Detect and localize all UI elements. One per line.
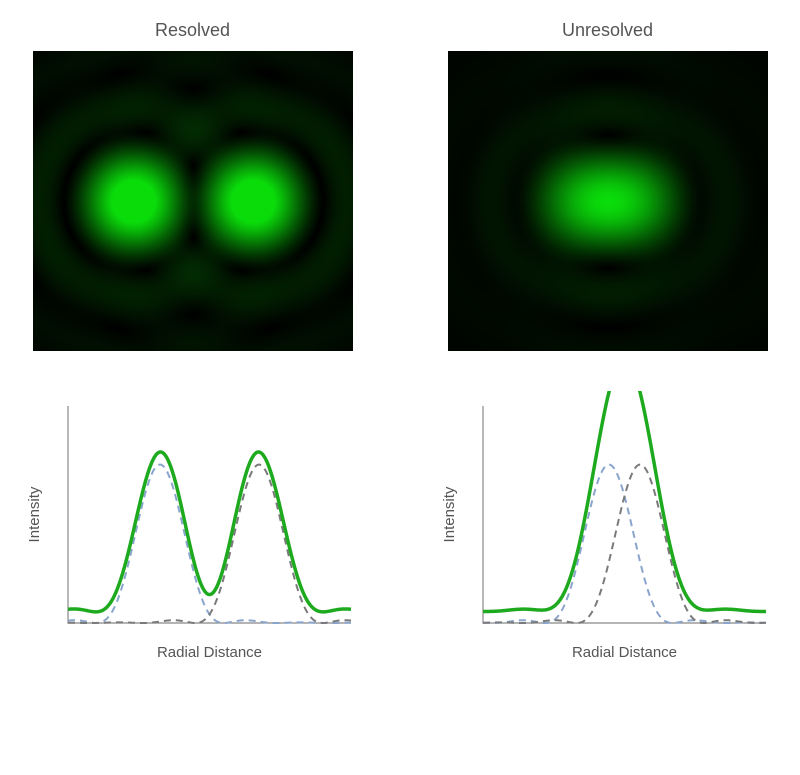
- x-axis-label: Radial Distance: [571, 644, 676, 661]
- resolved-airy-canvas: [33, 51, 353, 351]
- resolved-title: Resolved: [20, 20, 365, 41]
- sum-curve: [68, 452, 351, 612]
- unresolved-chart: Radial Distance Intensity: [438, 391, 778, 671]
- resolved-chart-svg: Radial Distance Intensity: [23, 391, 363, 671]
- individual-curve-2: [483, 465, 766, 623]
- unresolved-airy-canvas: [448, 51, 768, 351]
- resolved-airy-image: [33, 51, 353, 351]
- y-axis-label: Intensity: [441, 486, 458, 542]
- unresolved-panel: Unresolved: [435, 20, 780, 351]
- individual-curve-2: [68, 465, 351, 623]
- y-axis-label: Intensity: [26, 486, 43, 542]
- x-axis-label: Radial Distance: [156, 644, 261, 661]
- resolved-panel: Resolved: [20, 20, 365, 351]
- sum-curve: [483, 391, 766, 611]
- unresolved-airy-image: [448, 51, 768, 351]
- unresolved-title: Unresolved: [435, 20, 780, 41]
- unresolved-chart-svg: Radial Distance Intensity: [438, 391, 778, 671]
- individual-curve-1: [68, 465, 351, 623]
- individual-curve-1: [483, 465, 766, 623]
- resolved-chart: Radial Distance Intensity: [23, 391, 363, 671]
